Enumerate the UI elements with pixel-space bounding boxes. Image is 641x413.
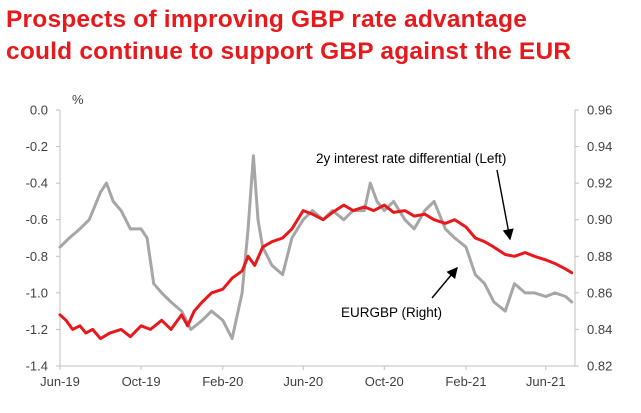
left-axis-tick-label: -0.4 <box>26 176 48 191</box>
left-axis-tick-label: -0.8 <box>26 249 48 264</box>
right-axis-tick-label: 0.86 <box>587 285 612 300</box>
left-axis-tick-label: 0.0 <box>30 103 48 118</box>
annotation-rate-differential: 2y interest rate differential (Left) <box>316 151 506 166</box>
right-axis-tick-label: 0.84 <box>587 322 612 337</box>
arrow-rate-differential <box>496 169 514 241</box>
right-axis-tick-label: 0.96 <box>587 103 612 118</box>
right-axis-tick-label: 0.82 <box>587 359 612 374</box>
left-axis-tick-label: -0.6 <box>26 212 48 227</box>
left-axis-unit-label: % <box>72 92 84 107</box>
chart-title: Prospects of improving GBP rate advantag… <box>6 4 638 68</box>
x-axis-tick-label: Oct-20 <box>365 374 404 389</box>
right-axis-tick-label: 0.88 <box>587 249 612 264</box>
arrow-eurgbp <box>431 266 458 299</box>
x-axis-tick-label: Jun-20 <box>283 374 323 389</box>
left-axis-tick-label: -1.2 <box>26 322 48 337</box>
annotation-eurgbp: EURGBP (Right) <box>341 305 442 320</box>
chart-title-line-2: could continue to support GBP against th… <box>6 38 572 65</box>
right-axis-tick-label: 0.90 <box>587 212 612 227</box>
series-line-eurgbp <box>58 154 574 341</box>
left-axis-tick-label: -1.4 <box>26 359 48 374</box>
chart-title-line-1: Prospects of improving GBP rate advantag… <box>6 6 528 33</box>
left-axis-tick-label: -0.2 <box>26 139 48 154</box>
x-axis-tick-label: Feb-20 <box>202 374 243 389</box>
x-axis-tick-label: Feb-21 <box>445 374 486 389</box>
x-axis-tick-label: Oct-19 <box>122 374 161 389</box>
x-axis-tick-label: Jun-21 <box>526 374 566 389</box>
series-line-rate-differential <box>58 203 574 341</box>
series-layer <box>58 154 574 341</box>
x-axis-tick-label: Jun-19 <box>40 374 80 389</box>
left-axis-tick-label: -1.0 <box>26 285 48 300</box>
axes: 0.0 -0.2 -0.4 -0.6 -0.8 -1.0 -1.2 -1.4 0.96 0.94 0… <box>26 103 613 390</box>
right-axis-tick-label: 0.92 <box>587 176 612 191</box>
right-axis-tick-label: 0.94 <box>587 139 612 154</box>
